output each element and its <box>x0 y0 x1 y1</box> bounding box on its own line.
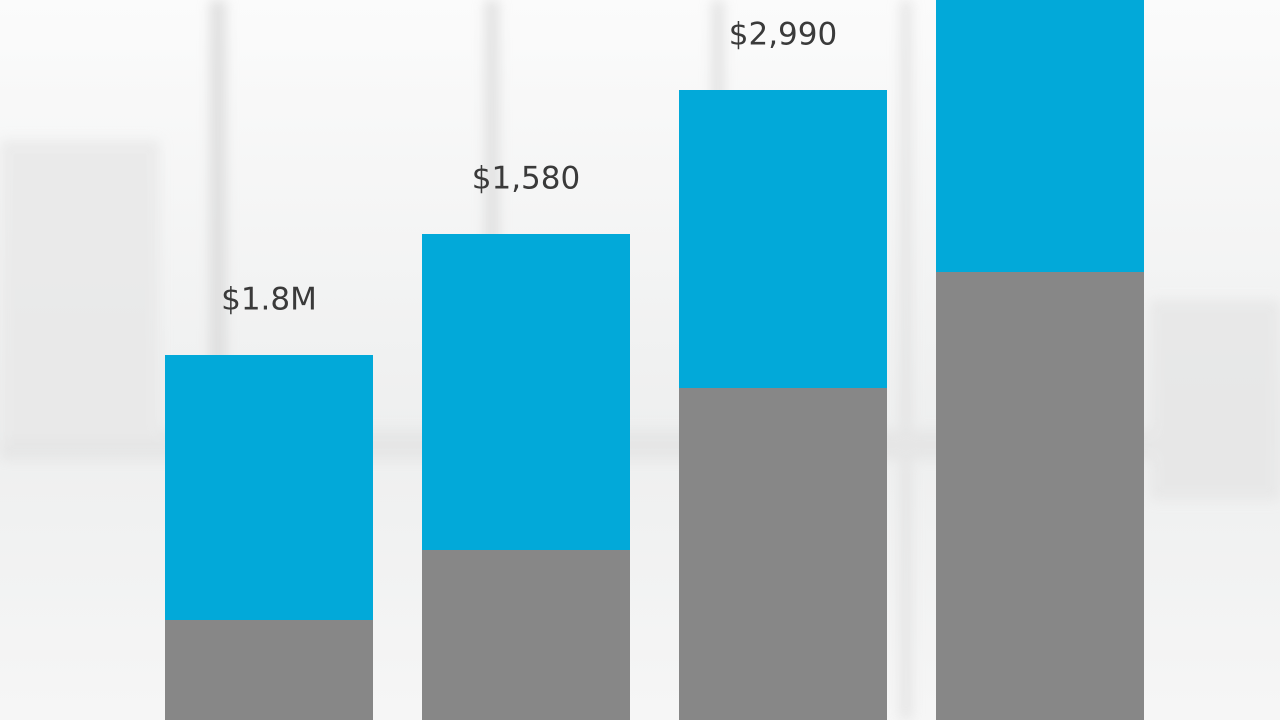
bar-segment <box>165 620 373 720</box>
bar-segment <box>422 234 630 550</box>
bar-segment <box>422 550 630 720</box>
bar-segment <box>936 272 1144 720</box>
bar-total-label: $1.8M <box>221 282 317 318</box>
plot: $1.8M $1,580 $2,990 <box>165 0 1144 720</box>
bar-total-label: $2,990 <box>729 17 837 53</box>
bar-segment <box>679 90 887 388</box>
bar-segment <box>936 0 1144 272</box>
bar-total-label: $1,580 <box>472 161 580 197</box>
bar-segment <box>165 355 373 620</box>
bar-segment <box>679 388 887 720</box>
